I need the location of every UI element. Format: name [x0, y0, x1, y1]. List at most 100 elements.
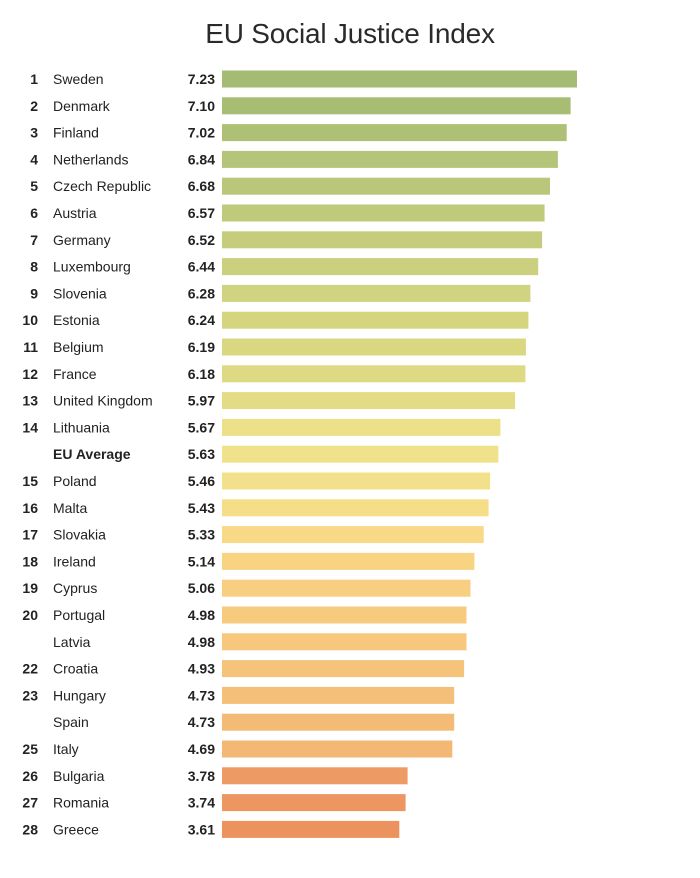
- country-label: Ireland: [53, 553, 96, 569]
- rank-label: 25: [22, 741, 38, 757]
- value-label: 3.78: [188, 768, 215, 784]
- bar: [222, 258, 539, 276]
- chart-row: 14 Lithuania 5.67: [22, 418, 501, 436]
- value-label: 4.69: [188, 741, 215, 757]
- bar: [222, 740, 453, 758]
- bar: [222, 660, 465, 678]
- chart-row: 2 Denmark 7.10: [30, 97, 571, 115]
- rank-label: 10: [22, 312, 38, 328]
- bar: [222, 820, 400, 838]
- chart-row: 10 Estonia 6.24: [22, 311, 529, 329]
- chart-row: 17 Slovakia 5.33: [22, 526, 484, 544]
- rank-label: 23: [22, 687, 38, 703]
- bar: [222, 150, 558, 168]
- rank-label: 5: [30, 178, 38, 194]
- bar: [222, 794, 406, 812]
- rank-label: 1: [30, 71, 38, 87]
- value-label: 6.52: [188, 232, 215, 248]
- chart-row: EU Average 5.63: [53, 445, 499, 463]
- value-label: 4.98: [188, 607, 215, 623]
- bar: [222, 445, 499, 463]
- value-label: 4.98: [188, 634, 215, 650]
- chart-row: 25 Italy 4.69: [22, 740, 453, 758]
- bar: [222, 472, 491, 490]
- bar: [222, 418, 501, 436]
- country-label: Slovakia: [53, 527, 106, 543]
- value-label: 3.61: [188, 821, 215, 837]
- rank-label: 20: [22, 607, 38, 623]
- country-label: Romania: [53, 795, 109, 811]
- rank-label: 16: [22, 500, 38, 516]
- chart-row: 4 Netherlands 6.84: [30, 150, 558, 168]
- chart-row: 1 Sweden 7.23: [30, 70, 577, 88]
- country-label: France: [53, 366, 97, 382]
- country-label: Sweden: [53, 71, 104, 87]
- bar: [222, 606, 467, 624]
- rank-label: 28: [22, 821, 38, 837]
- rank-label: 17: [22, 527, 38, 543]
- bar: [222, 97, 571, 115]
- chart-row: 16 Malta 5.43: [22, 499, 489, 517]
- country-label: Czech Republic: [53, 178, 151, 194]
- bar: [222, 633, 467, 651]
- rank-label: 12: [22, 366, 38, 382]
- value-label: 7.23: [188, 71, 215, 87]
- rank-label: 26: [22, 768, 38, 784]
- chart-title: EU Social Justice Index: [205, 18, 495, 49]
- rank-label: 9: [30, 285, 38, 301]
- chart-row: Spain 4.73: [53, 713, 455, 731]
- bar: [222, 204, 545, 222]
- country-label: Slovenia: [53, 285, 107, 301]
- value-label: 6.57: [188, 205, 215, 221]
- country-label: Poland: [53, 473, 97, 489]
- chart-row: 20 Portugal 4.98: [22, 606, 467, 624]
- value-label: 4.73: [188, 687, 215, 703]
- chart-row: 18 Ireland 5.14: [22, 552, 475, 570]
- chart-row: 15 Poland 5.46: [22, 472, 491, 490]
- chart-row: 3 Finland 7.02: [30, 124, 567, 142]
- rank-label: 15: [22, 473, 38, 489]
- country-label: Estonia: [53, 312, 100, 328]
- chart-row: 26 Bulgaria 3.78: [22, 767, 408, 785]
- value-label: 5.46: [188, 473, 215, 489]
- bar: [222, 338, 526, 356]
- country-label: Germany: [53, 232, 111, 248]
- country-label: Greece: [53, 821, 99, 837]
- bar: [222, 552, 475, 570]
- country-label: Belgium: [53, 339, 104, 355]
- bar: [222, 365, 526, 383]
- value-label: 5.63: [188, 446, 215, 462]
- value-label: 6.68: [188, 178, 215, 194]
- rank-label: 13: [22, 393, 38, 409]
- rank-label: 6: [30, 205, 38, 221]
- bar: [222, 526, 484, 544]
- country-label: Finland: [53, 125, 99, 141]
- value-label: 4.93: [188, 661, 215, 677]
- country-label: Luxembourg: [53, 259, 131, 275]
- chart-row: 12 France 6.18: [22, 365, 526, 383]
- chart-row: 7 Germany 6.52: [30, 231, 543, 249]
- country-label: Cyprus: [53, 580, 97, 596]
- rank-label: 2: [30, 98, 38, 114]
- country-label: Hungary: [53, 687, 106, 703]
- value-label: 7.02: [188, 125, 215, 141]
- value-label: 6.28: [188, 285, 215, 301]
- value-label: 6.18: [188, 366, 215, 382]
- bar: [222, 579, 471, 597]
- chart-row: 19 Cyprus 5.06: [22, 579, 471, 597]
- country-label: Spain: [53, 714, 89, 730]
- rank-label: 18: [22, 553, 38, 569]
- value-label: 4.73: [188, 714, 215, 730]
- chart-row: Latvia 4.98: [53, 633, 467, 651]
- rank-label: 14: [22, 419, 38, 435]
- value-label: 7.10: [188, 98, 215, 114]
- bar: [222, 686, 455, 704]
- chart-row: 11 Belgium 6.19: [23, 338, 526, 356]
- country-label: Bulgaria: [53, 768, 105, 784]
- chart-row: 9 Slovenia 6.28: [30, 284, 531, 302]
- bar: [222, 713, 455, 731]
- country-label: Lithuania: [53, 419, 110, 435]
- value-label: 6.44: [188, 259, 215, 275]
- chart-row: 8 Luxembourg 6.44: [30, 258, 539, 276]
